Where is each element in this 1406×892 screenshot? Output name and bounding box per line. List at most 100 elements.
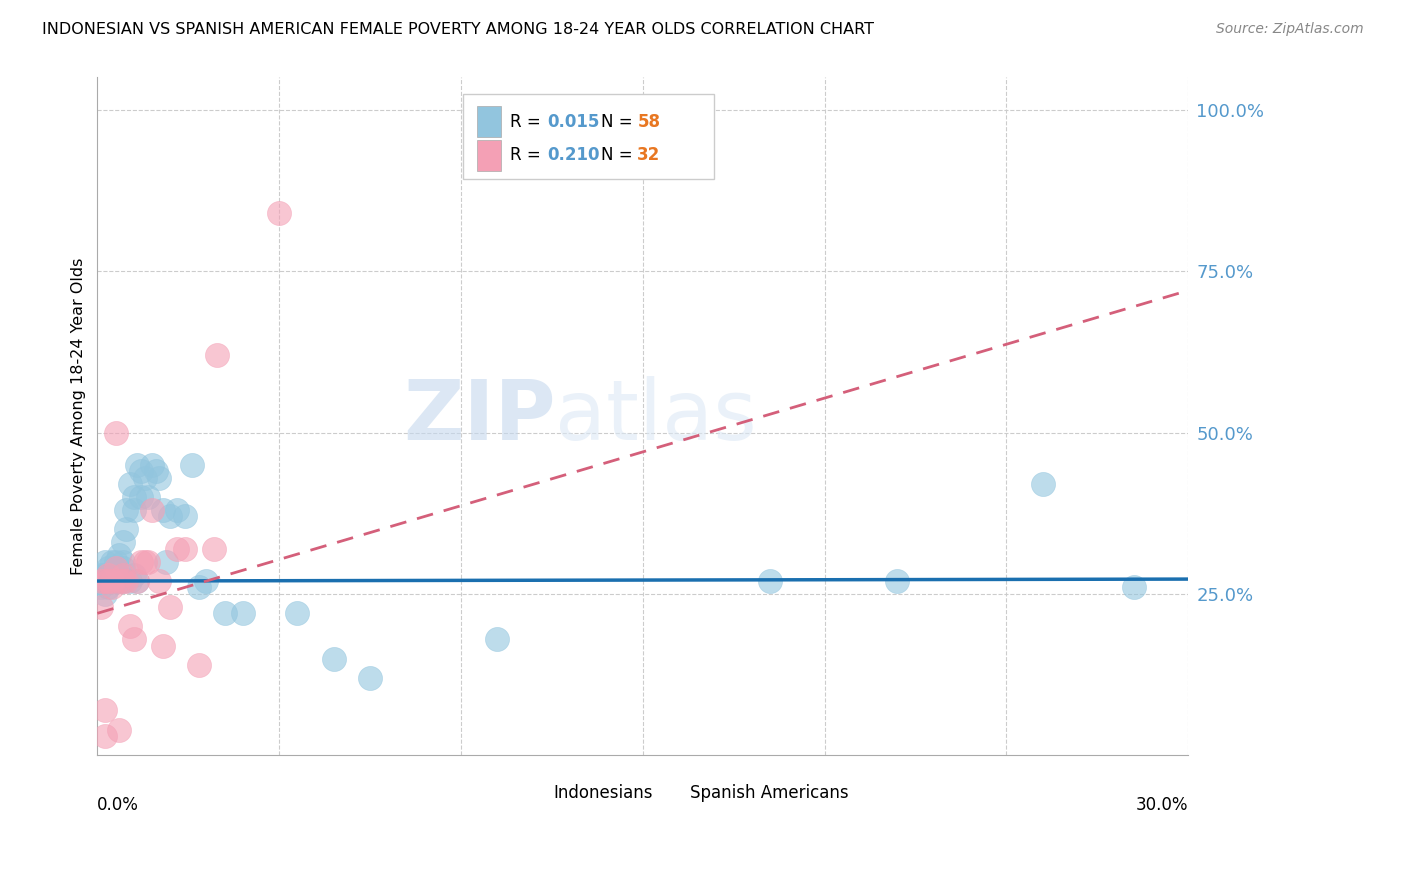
Point — [1032, 477, 1054, 491]
Point — [111, 561, 134, 575]
Text: 0.210: 0.210 — [547, 146, 599, 164]
Point — [1122, 581, 1144, 595]
Text: 58: 58 — [637, 112, 661, 130]
Point — [145, 464, 167, 478]
Point — [97, 567, 120, 582]
Text: Source: ZipAtlas.com: Source: ZipAtlas.com — [1216, 22, 1364, 37]
Point — [173, 509, 195, 524]
Bar — [477, 140, 501, 170]
Point — [120, 574, 142, 588]
Text: INDONESIAN VS SPANISH AMERICAN FEMALE POVERTY AMONG 18-24 YEAR OLDS CORRELATION : INDONESIAN VS SPANISH AMERICAN FEMALE PO… — [42, 22, 875, 37]
Point — [269, 206, 291, 220]
Point — [122, 567, 145, 582]
Point — [111, 574, 134, 588]
Point — [93, 567, 115, 582]
Point — [97, 574, 120, 588]
Point — [108, 548, 131, 562]
Point — [152, 503, 174, 517]
Point — [207, 348, 229, 362]
Y-axis label: Female Poverty Among 18-24 Year Olds: Female Poverty Among 18-24 Year Olds — [72, 258, 86, 575]
Point — [115, 503, 138, 517]
Point — [97, 567, 120, 582]
Point — [122, 490, 145, 504]
Point — [104, 425, 127, 440]
Point — [115, 574, 138, 588]
Bar — [665, 782, 682, 803]
Point — [101, 567, 124, 582]
Point — [159, 509, 181, 524]
Point — [141, 503, 163, 517]
Point — [111, 574, 134, 588]
Point — [136, 555, 159, 569]
Point — [359, 671, 381, 685]
Point — [108, 574, 131, 588]
Point — [104, 555, 127, 569]
Text: N =: N = — [602, 112, 638, 130]
Point — [232, 607, 254, 621]
Point — [108, 723, 131, 737]
Point — [180, 458, 202, 472]
Point — [90, 574, 112, 588]
Text: Spanish Americans: Spanish Americans — [689, 784, 848, 802]
Point — [101, 581, 124, 595]
Text: Indonesians: Indonesians — [554, 784, 652, 802]
Point — [152, 639, 174, 653]
Point — [141, 458, 163, 472]
Point — [111, 555, 134, 569]
Point — [166, 503, 188, 517]
Point — [214, 607, 236, 621]
Point — [93, 574, 115, 588]
Point — [122, 503, 145, 517]
Point — [93, 555, 115, 569]
Text: 32: 32 — [637, 146, 661, 164]
Point — [122, 632, 145, 647]
Point — [90, 574, 112, 588]
Point — [188, 657, 211, 672]
Text: ZIP: ZIP — [404, 376, 555, 457]
Point — [322, 651, 344, 665]
Point — [101, 574, 124, 588]
Point — [111, 535, 134, 549]
Text: atlas: atlas — [555, 376, 758, 457]
Point — [195, 574, 218, 588]
Point — [285, 607, 308, 621]
Text: R =: R = — [509, 146, 546, 164]
Point — [120, 477, 142, 491]
Point — [108, 567, 131, 582]
Point — [127, 574, 149, 588]
Point — [93, 703, 115, 717]
Point — [129, 490, 152, 504]
Bar — [477, 106, 501, 136]
Point — [101, 574, 124, 588]
Text: R =: R = — [509, 112, 546, 130]
Point — [90, 567, 112, 582]
Point — [136, 490, 159, 504]
Point — [120, 619, 142, 633]
Text: 30.0%: 30.0% — [1136, 796, 1188, 814]
Point — [155, 555, 177, 569]
Point — [486, 632, 509, 647]
Bar — [529, 782, 546, 803]
Point — [886, 574, 908, 588]
Point — [129, 464, 152, 478]
Text: N =: N = — [602, 146, 638, 164]
Point — [134, 555, 156, 569]
Point — [148, 574, 170, 588]
Point — [108, 574, 131, 588]
Point — [93, 574, 115, 588]
Point — [104, 561, 127, 575]
Text: 0.0%: 0.0% — [97, 796, 139, 814]
Point — [134, 471, 156, 485]
Point — [90, 581, 112, 595]
FancyBboxPatch shape — [463, 95, 714, 179]
Point — [93, 729, 115, 743]
Point — [129, 555, 152, 569]
Point — [97, 581, 120, 595]
Text: 0.015: 0.015 — [547, 112, 599, 130]
Point — [188, 581, 211, 595]
Point — [90, 599, 112, 614]
Point — [104, 561, 127, 575]
Point — [173, 541, 195, 556]
Point — [93, 587, 115, 601]
Point — [202, 541, 225, 556]
